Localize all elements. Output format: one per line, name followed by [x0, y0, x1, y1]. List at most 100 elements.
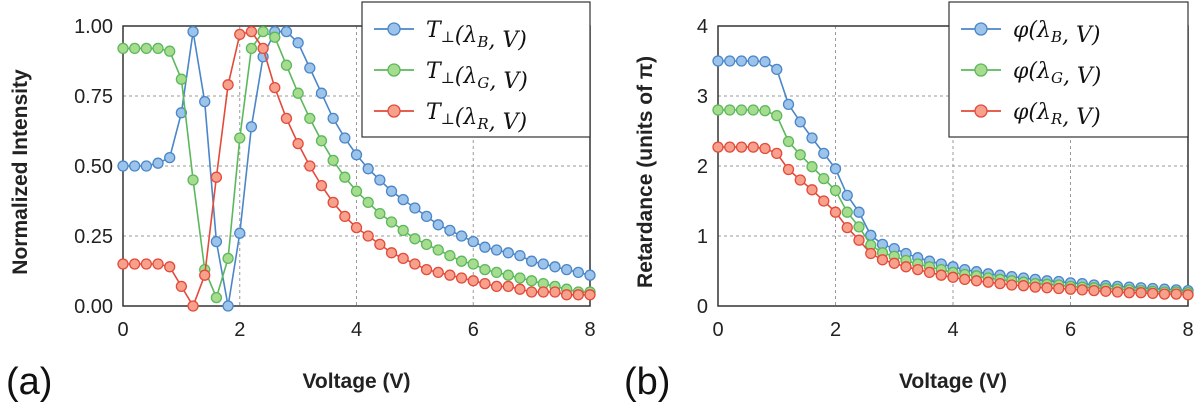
- data-point: [175, 107, 188, 119]
- data-point: [584, 289, 596, 301]
- data-point: [374, 207, 386, 220]
- data-point: [724, 104, 736, 116]
- data-point: [140, 42, 153, 55]
- data-point: [712, 104, 724, 116]
- y-tick-label: 0.00: [74, 296, 113, 318]
- data-point: [164, 261, 176, 273]
- data-point: [385, 216, 398, 228]
- legend-label: T⊥(λG, V): [426, 59, 528, 94]
- data-point: [140, 160, 153, 172]
- data-point: [514, 249, 526, 262]
- data-point: [759, 142, 771, 155]
- data-point: [771, 63, 783, 76]
- y-axis-label: Normalized Intensity: [9, 69, 32, 275]
- x-tick-label: 0: [712, 319, 723, 341]
- legend: T⊥(λB, V) T⊥(λG, V) T⊥(λR, V): [361, 1, 591, 138]
- data-point: [269, 31, 281, 43]
- data-point: [759, 105, 771, 117]
- data-point: [292, 137, 304, 150]
- data-point: [467, 258, 479, 270]
- data-point: [362, 230, 374, 242]
- data-point: [479, 241, 491, 253]
- data-point: [409, 202, 421, 214]
- data-point: [1170, 288, 1182, 300]
- data-point: [712, 55, 724, 67]
- x-tick-label: 2: [830, 319, 841, 341]
- data-point: [479, 263, 491, 276]
- data-point: [1017, 280, 1030, 292]
- x-tick-label: 4: [947, 319, 958, 341]
- data-point: [525, 275, 538, 287]
- data-point: [782, 163, 795, 176]
- data-point: [771, 147, 783, 160]
- data-point: [187, 174, 199, 186]
- data-point: [210, 235, 223, 248]
- data-point: [735, 55, 748, 67]
- data-point: [339, 132, 351, 144]
- data-point: [444, 249, 456, 262]
- legend-item-blue: φ(λB, V): [961, 18, 1100, 48]
- data-point: [747, 55, 759, 67]
- data-point: [292, 87, 304, 99]
- data-point: [362, 196, 374, 209]
- data-point: [572, 289, 584, 301]
- data-point: [444, 269, 456, 281]
- data-point: [152, 157, 164, 169]
- data-point: [315, 87, 328, 99]
- data-point: [502, 280, 514, 293]
- data-point: [806, 184, 818, 196]
- data-point: [140, 258, 153, 270]
- data-point: [210, 171, 223, 183]
- data-point: [1111, 286, 1124, 298]
- legend-marker: [974, 63, 988, 77]
- data-point: [537, 258, 549, 270]
- legend-marker: [387, 22, 401, 36]
- data-point: [432, 219, 444, 231]
- data-point: [1041, 282, 1053, 294]
- x-tick-label: 0: [117, 319, 128, 341]
- data-point: [269, 81, 281, 94]
- data-point: [994, 277, 1006, 290]
- data-point: [315, 135, 328, 147]
- data-point: [1006, 279, 1018, 291]
- legend-marker: [387, 63, 401, 77]
- data-point: [853, 221, 865, 233]
- data-point: [222, 252, 234, 265]
- data-point: [245, 25, 258, 38]
- data-point: [841, 221, 853, 234]
- data-point: [549, 261, 561, 273]
- legend-marker: [387, 104, 401, 118]
- data-point: [514, 283, 526, 295]
- data-point: [304, 62, 316, 74]
- x-tick-label: 6: [1065, 319, 1076, 341]
- y-tick-label: 1.00: [74, 16, 113, 38]
- data-point: [806, 132, 818, 144]
- data-point: [257, 42, 269, 55]
- data-point: [876, 254, 889, 266]
- data-point: [327, 112, 339, 125]
- data-point: [794, 174, 806, 186]
- data-point: [735, 141, 748, 153]
- data-point: [853, 206, 865, 218]
- data-point: [292, 37, 304, 49]
- data-point: [455, 272, 468, 284]
- data-point: [479, 277, 491, 290]
- data-point: [420, 210, 433, 223]
- data-point: [959, 273, 971, 286]
- chart-panel-b: 0 2 4 6 8 0 1 2 3 4 Voltage (V) Retardance (units o…: [624, 1, 1194, 403]
- data-point: [199, 95, 211, 108]
- legend-item-red: φ(λR, V): [961, 100, 1101, 130]
- legend-item-blue: T⊥(λB, V): [374, 18, 527, 53]
- data-point: [912, 263, 924, 276]
- data-point: [304, 160, 316, 172]
- y-axis-label: Retardance (units of π): [634, 56, 657, 288]
- data-point: [841, 206, 853, 218]
- legend-item-red: T⊥(λR, V): [374, 100, 527, 135]
- data-point: [245, 121, 258, 133]
- data-point: [339, 210, 351, 223]
- data-point: [222, 79, 234, 91]
- data-point: [514, 272, 526, 284]
- legend-item-green: T⊥(λG, V): [374, 59, 528, 94]
- y-tick-label: 4: [697, 16, 708, 38]
- y-tick-label: 1: [697, 226, 708, 248]
